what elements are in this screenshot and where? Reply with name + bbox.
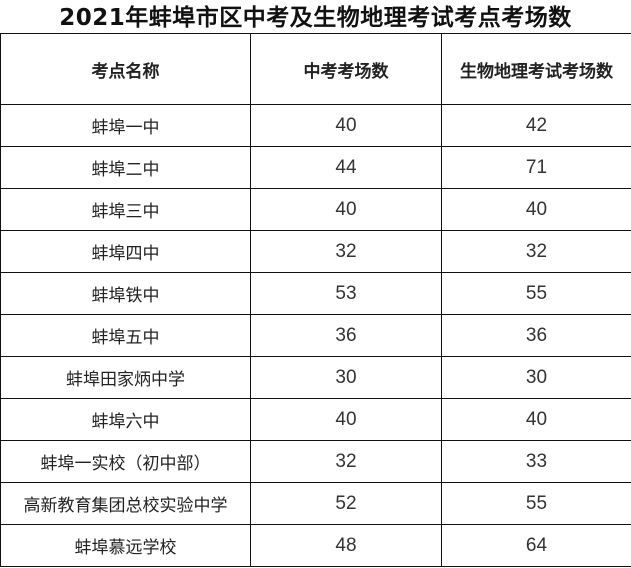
table-row: 蚌埠五中 36 36 [0,314,631,357]
table-row: 蚌埠慕远学校 48 64 [0,524,631,567]
bio-geo-rooms-cell: 36 [441,314,631,357]
header-venue-name: 考点名称 [0,33,251,105]
venue-name-cell: 蚌埠田家炳中学 [0,356,251,399]
venue-name-cell: 蚌埠五中 [0,314,251,357]
table-row: 蚌埠一中 40 42 [0,104,631,147]
bio-geo-rooms-cell: 71 [441,146,631,189]
table-row: 高新教育集团总校实验中学 52 55 [0,482,631,525]
table-row: 蚌埠二中 44 71 [0,146,631,189]
venue-name-cell: 蚌埠一实校（初中部） [0,440,251,483]
zhongkao-rooms-cell: 40 [250,398,442,441]
zhongkao-rooms-cell: 32 [250,230,442,273]
table-row: 蚌埠三中 40 40 [0,188,631,231]
venue-name-cell: 蚌埠一中 [0,104,251,147]
zhongkao-rooms-cell: 44 [250,146,442,189]
header-row: 考点名称 中考考场数 生物地理考试考场数 [0,33,631,105]
header-bio-geo-rooms: 生物地理考试考场数 [441,33,631,105]
zhongkao-rooms-cell: 36 [250,314,442,357]
venue-name-cell: 蚌埠慕远学校 [0,524,251,567]
venue-name-cell: 蚌埠三中 [0,188,251,231]
venue-name-cell: 蚌埠二中 [0,146,251,189]
bio-geo-rooms-cell: 64 [441,524,631,567]
zhongkao-rooms-cell: 52 [250,482,442,525]
header-zhongkao-rooms: 中考考场数 [250,33,442,105]
zhongkao-rooms-cell: 40 [250,188,442,231]
bio-geo-rooms-cell: 40 [441,188,631,231]
table-row: 蚌埠铁中 53 55 [0,272,631,315]
bio-geo-rooms-cell: 42 [441,104,631,147]
zhongkao-rooms-cell: 32 [250,440,442,483]
table-row: 蚌埠田家炳中学 30 30 [0,356,631,399]
bio-geo-rooms-cell: 55 [441,482,631,525]
zhongkao-rooms-cell: 48 [250,524,442,567]
bio-geo-rooms-cell: 40 [441,398,631,441]
venue-name-cell: 蚌埠四中 [0,230,251,273]
venue-name-cell: 蚌埠六中 [0,398,251,441]
table-row: 蚌埠一实校（初中部） 32 33 [0,440,631,483]
table-row: 蚌埠四中 32 32 [0,230,631,273]
bio-geo-rooms-cell: 32 [441,230,631,273]
table-title: 2021年蚌埠市区中考及生物地理考试考点考场数 [59,5,572,31]
venue-name-cell: 蚌埠铁中 [0,272,251,315]
venue-name-cell: 高新教育集团总校实验中学 [0,482,251,525]
table-row: 蚌埠六中 40 40 [0,398,631,441]
zhongkao-rooms-cell: 30 [250,356,442,399]
zhongkao-rooms-cell: 53 [250,272,442,315]
bio-geo-rooms-cell: 33 [441,440,631,483]
bio-geo-rooms-cell: 55 [441,272,631,315]
bio-geo-rooms-cell: 30 [441,356,631,399]
exam-venue-table: 考点名称 中考考场数 生物地理考试考场数 蚌埠一中 40 42 蚌埠二中 44 71 蚌埠三… [0,33,631,567]
zhongkao-rooms-cell: 40 [250,104,442,147]
